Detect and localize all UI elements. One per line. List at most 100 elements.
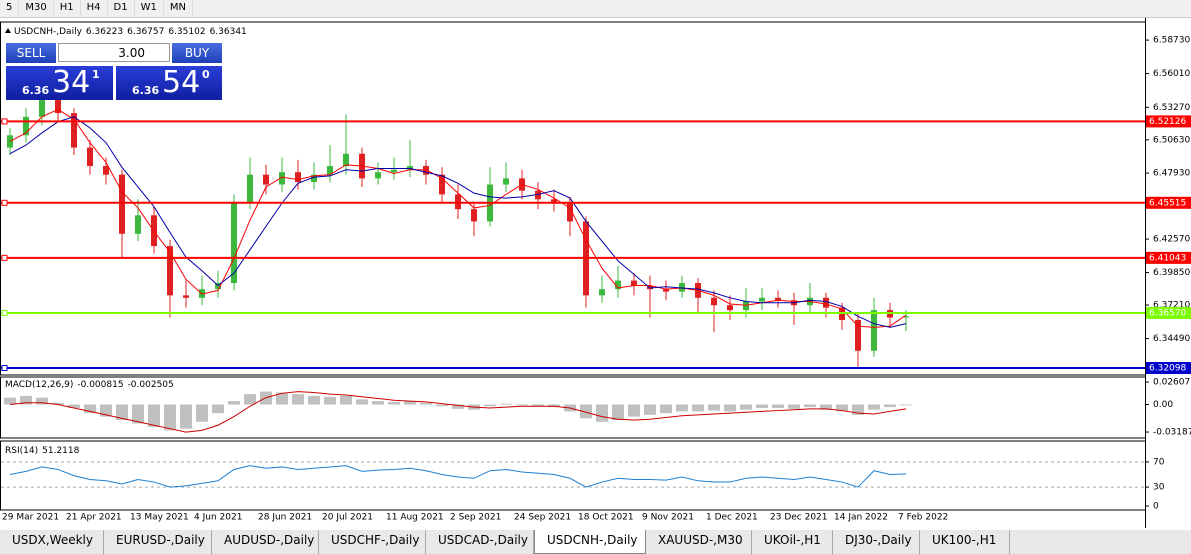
sell-button[interactable]: SELL [6, 43, 56, 63]
y-tick-label: 30 [1153, 483, 1165, 493]
x-tick-label: 20 Jul 2021 [322, 513, 373, 523]
macd-bar [340, 395, 352, 405]
symbol-tab[interactable]: UK100-,H1 [920, 530, 1010, 554]
macd-bar [4, 397, 16, 405]
candle-body [535, 190, 541, 200]
timeframe-button[interactable]: H1 [54, 0, 81, 17]
sell-price[interactable]: 6.36 34 1 [6, 66, 113, 100]
timeframe-button[interactable]: MN [164, 0, 193, 17]
macd-bar [84, 404, 96, 414]
candle-body [855, 319, 861, 351]
macd-bar [228, 401, 240, 405]
macd-bar [724, 404, 736, 412]
candle-body [55, 98, 61, 114]
macd-bar [324, 396, 336, 405]
macd-bar [772, 404, 784, 408]
timeframe-button[interactable]: D1 [108, 0, 135, 17]
candle-body [503, 178, 509, 185]
level-label-box [1146, 251, 1191, 264]
indicator-value: 51.2118 [42, 446, 79, 456]
macd-bar [484, 404, 496, 407]
chart-title: USDCNH-,Daily [14, 27, 83, 37]
x-tick-label: 4 Jun 2021 [194, 513, 242, 523]
candle-body [23, 116, 29, 136]
timeframe-button[interactable]: M30 [19, 0, 54, 17]
macd-bar [692, 404, 704, 412]
symbol-tab[interactable]: XAUUSD-,M30 [646, 530, 752, 554]
indicator-value: -0.002505 [128, 380, 174, 390]
macd-bar [516, 404, 528, 406]
price-sup: 0 [202, 68, 210, 81]
price-prefix: 6.36 [132, 84, 160, 97]
symbol-tab[interactable]: USDCNH-,Daily [534, 530, 646, 554]
level-handle [1, 309, 8, 316]
x-tick-label: 14 Jan 2022 [834, 513, 888, 523]
x-tick-label: 11 Aug 2021 [386, 513, 444, 523]
candle-body [183, 295, 189, 298]
macd-bar [372, 401, 384, 405]
symbol-tab[interactable]: EURUSD-,Daily [104, 530, 212, 554]
timeframe-button[interactable]: H4 [81, 0, 108, 17]
macd-bar [132, 404, 144, 424]
x-tick-label: 18 Oct 2021 [578, 513, 634, 523]
macd-bar [868, 404, 880, 410]
symbol-tab[interactable]: USDCAD-,Daily [426, 530, 534, 554]
candle-body [295, 172, 301, 183]
chart-info: USDCNH-,Daily 6.36223 6.36757 6.35102 6.3634… [14, 27, 247, 37]
macd-bar [596, 404, 608, 422]
macd-bar [820, 404, 832, 410]
candle-body [743, 301, 749, 311]
indicator-title: RSI(14) [5, 446, 38, 456]
buy-price[interactable]: 6.36 54 0 [116, 66, 222, 100]
ohlc-value: 6.35102 [168, 27, 205, 37]
info-marker [5, 28, 11, 33]
pane-frame [0, 440, 1146, 511]
macd-bar [804, 404, 816, 408]
macd-bar [708, 404, 720, 411]
symbol-tab[interactable]: USDCHF-,Daily [319, 530, 426, 554]
symbol-tab[interactable]: USDX,Weekly [0, 530, 104, 554]
candle-body [311, 174, 317, 183]
timeframe-button[interactable]: W1 [135, 0, 164, 17]
candle-body [471, 209, 477, 222]
macd-bar [676, 404, 688, 412]
macd-bar [52, 402, 64, 405]
macd-bar [452, 404, 464, 409]
y-tick-label: 0.02607 [1153, 378, 1190, 388]
macd-bar [532, 404, 544, 407]
level-handle [1, 199, 8, 206]
candle-body [87, 147, 93, 167]
lot-input[interactable]: 3.00 [58, 43, 170, 62]
macd-bar [756, 404, 768, 408]
macd-bar [244, 394, 256, 405]
ohlc-value: 6.36341 [210, 27, 247, 37]
candle-body [71, 113, 77, 148]
x-tick-label: 21 Apr 2021 [66, 513, 122, 523]
y-tick-label: 6.34490 [1153, 334, 1190, 344]
macd-bar [500, 403, 512, 405]
macd-bar [388, 401, 400, 405]
x-tick-label: 13 May 2021 [130, 513, 189, 523]
y-tick-label: 70 [1153, 457, 1165, 467]
candle-body [391, 169, 397, 173]
price-sup: 1 [92, 68, 100, 81]
candle-body [663, 289, 669, 292]
timeframe-button[interactable]: 5 [0, 0, 20, 17]
macd-bar [612, 404, 624, 421]
macd-bar [420, 402, 432, 405]
candle-body [39, 98, 45, 117]
macd-bar [660, 404, 672, 414]
indicator-info: RSI(14) 51.2118 [5, 446, 80, 456]
y-tick-label: 6.39850 [1153, 268, 1190, 278]
macd-bar [852, 404, 864, 415]
indicator-value: -0.000815 [77, 380, 123, 390]
candle-body [455, 194, 461, 210]
buy-button[interactable]: BUY [172, 43, 222, 63]
price-prefix: 6.36 [22, 84, 50, 97]
rsi-line [9, 465, 907, 488]
candle-body [375, 172, 381, 179]
symbol-tab[interactable]: AUDUSD-,Daily [212, 530, 319, 554]
symbol-tab[interactable]: UKOil-,H1 [752, 530, 833, 554]
symbol-tab[interactable]: DJ30-,Daily [833, 530, 920, 554]
